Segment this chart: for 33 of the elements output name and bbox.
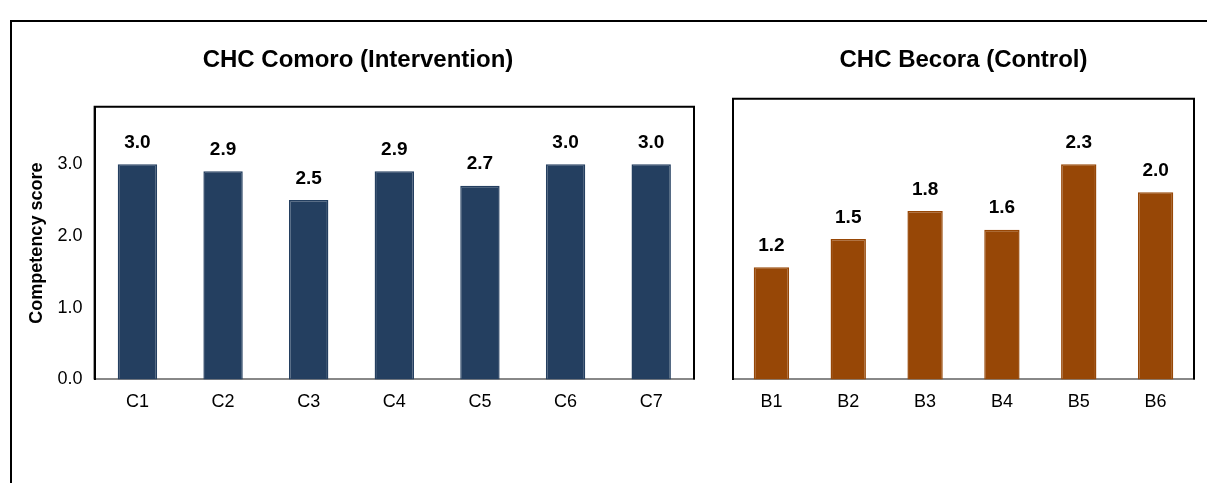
y-tick-label: 3.0	[57, 153, 83, 174]
x-tick-label: B4	[990, 391, 1013, 412]
x-tick-label: C7	[639, 391, 663, 412]
data-label: 2.5	[295, 166, 323, 188]
x-tick-label: B5	[1067, 391, 1090, 412]
data-label: 2.7	[466, 152, 494, 174]
data-label: 3.0	[637, 130, 665, 152]
y-tick-label: 0.0	[57, 368, 83, 389]
y-tick-label: 2.0	[57, 224, 83, 245]
x-tick-label: B2	[837, 391, 860, 412]
chart-title: CHC Becora (Control)	[839, 45, 1088, 73]
x-tick-label: C6	[554, 391, 578, 412]
x-tick-label: B3	[914, 391, 937, 412]
data-label: 2.9	[381, 138, 408, 160]
data-label: 2.3	[1065, 131, 1092, 153]
x-tick-label: C4	[382, 391, 406, 412]
data-label: 1.2	[758, 233, 785, 255]
x-tick-label: C3	[297, 391, 321, 412]
x-tick-label: C2	[211, 391, 235, 412]
x-tick-label: B6	[1144, 391, 1167, 412]
x-tick-label: C1	[125, 391, 149, 412]
y-axis-title: Competency score	[25, 162, 46, 324]
y-tick-label: 1.0	[57, 296, 83, 317]
chart-title: CHC Comoro (Intervention)	[202, 45, 514, 73]
data-label: 2.9	[209, 138, 237, 160]
x-tick-label: B1	[760, 391, 783, 412]
data-label: 3.0	[552, 130, 579, 152]
x-tick-label: C5	[468, 391, 492, 412]
data-label: 1.6	[988, 196, 1016, 218]
data-label: 1.5	[835, 205, 862, 227]
data-label: 2.0	[1142, 159, 1169, 181]
data-label: 1.8	[911, 177, 939, 199]
data-label: 3.0	[124, 130, 151, 152]
